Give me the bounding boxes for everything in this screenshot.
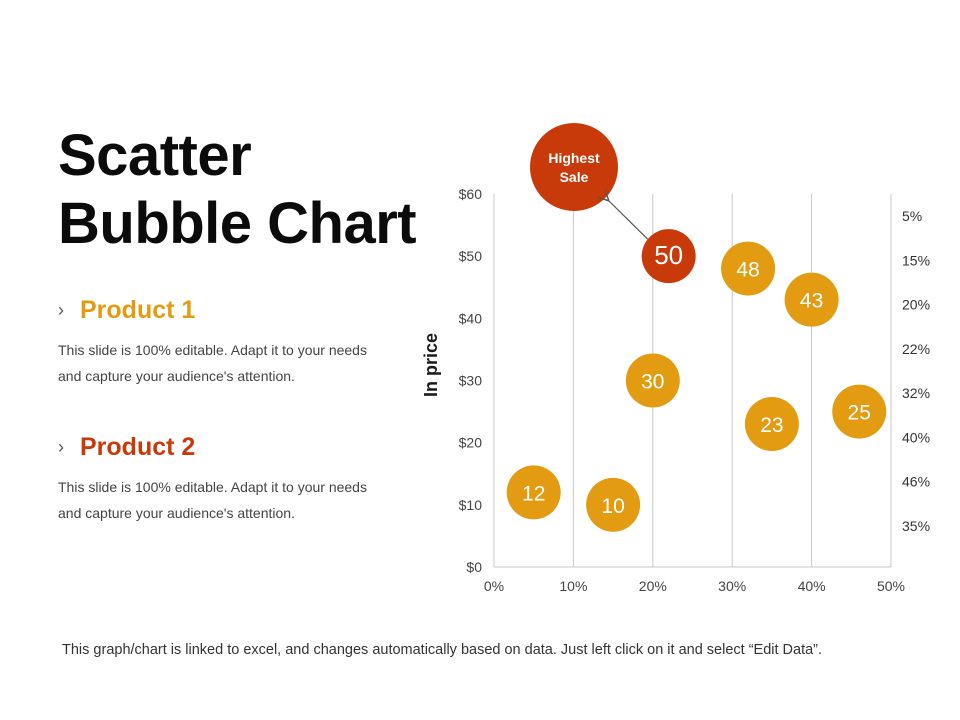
x-tick-label: 0%	[484, 578, 504, 594]
title-line-1: Scatter	[58, 123, 252, 188]
bubble-12	[506, 465, 561, 520]
x-tick-label: 30%	[718, 578, 746, 594]
right-percent-label: 40%	[902, 429, 930, 445]
product-1-desc-line-2: and capture your audience's attention.	[58, 368, 295, 384]
right-percent-label: 32%	[902, 385, 930, 401]
right-percent-label: 46%	[902, 474, 930, 490]
bubble-label: 30	[641, 371, 664, 394]
highest-sale-callout	[530, 123, 618, 211]
x-tick-label: 10%	[559, 578, 587, 594]
product-1-description: This slide is 100% editable. Adapt it to…	[58, 337, 388, 389]
y-tick-label: $50	[459, 248, 483, 264]
y-tick-label: $40	[459, 310, 483, 326]
x-tick-label: 20%	[639, 578, 667, 594]
bubble-43	[784, 272, 839, 327]
bubble-label: 12	[522, 482, 545, 505]
product-1-desc-line-1: This slide is 100% editable. Adapt it to…	[58, 342, 367, 358]
y-tick-label: $10	[459, 497, 483, 513]
right-percent-label: 15%	[902, 252, 930, 268]
product-2-description: This slide is 100% editable. Adapt it to…	[58, 474, 388, 526]
slide-title: Scatter Bubble Chart	[58, 122, 448, 258]
y-tick-label: $30	[459, 373, 483, 389]
title-line-2: Bubble Chart	[58, 191, 417, 256]
callout-text-line-1: Highest	[548, 150, 600, 166]
right-percent-label: 20%	[902, 297, 930, 313]
bubble-23	[744, 397, 799, 452]
y-tick-label: $0	[466, 559, 482, 575]
callout-arrow	[608, 200, 649, 240]
chevron-right-icon: ›	[58, 436, 64, 457]
product-2-block: › Product 2 This slide is 100% editable.…	[58, 432, 398, 526]
x-tick-label: 40%	[798, 578, 826, 594]
bubble-label: 25	[848, 402, 871, 425]
footer-note: This graph/chart is linked to excel, and…	[62, 642, 823, 658]
product-2-heading: › Product 2	[58, 432, 398, 462]
bubble-30	[625, 353, 680, 408]
bubble-10	[586, 477, 641, 532]
x-tick-label: 50%	[877, 578, 905, 594]
bubble-50	[641, 229, 696, 284]
y-tick-label: $60	[459, 186, 483, 202]
product-2-desc-line-2: and capture your audience's attention.	[58, 505, 295, 521]
right-percent-label: 5%	[902, 208, 922, 224]
callout-text-line-2: Sale	[560, 169, 589, 185]
bubble-25	[832, 384, 887, 439]
bubble-label: 48	[736, 259, 759, 282]
y-tick-label: $20	[459, 435, 483, 451]
y-axis-label: In price	[421, 333, 441, 397]
product-2-desc-line-1: This slide is 100% editable. Adapt it to…	[58, 479, 367, 495]
bubble-label: 50	[654, 240, 683, 270]
chevron-right-icon: ›	[58, 299, 64, 320]
right-percent-label: 35%	[902, 518, 930, 534]
right-percent-label: 22%	[902, 341, 930, 357]
bubble-label: 23	[760, 414, 783, 437]
bubble-label: 43	[800, 290, 823, 313]
product-1-heading: › Product 1	[58, 295, 398, 325]
product-1-block: › Product 1 This slide is 100% editable.…	[58, 295, 398, 389]
bubble-48	[721, 241, 776, 296]
product-2-name: Product 2	[80, 432, 196, 461]
bubble-label: 10	[601, 495, 624, 518]
product-1-name: Product 1	[80, 295, 196, 324]
